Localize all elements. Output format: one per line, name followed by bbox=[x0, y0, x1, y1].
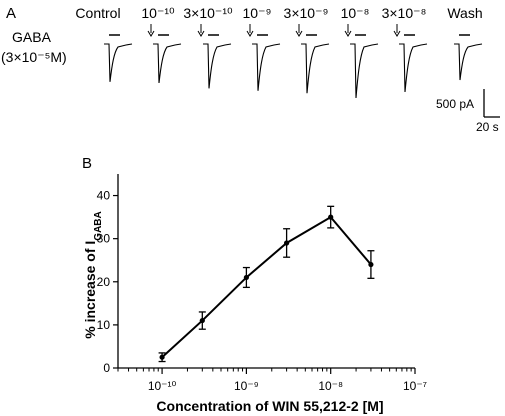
current-traces: Control 10⁻¹⁰ 3×10⁻¹⁰ 10⁻⁹ 3×10⁻⁹ 10⁻⁸ 3×10⁻⁸ W… bbox=[75, 5, 483, 99]
data-point bbox=[368, 261, 374, 268]
current-trace bbox=[104, 43, 133, 82]
y-tick-label: 40 bbox=[97, 189, 111, 203]
series-line bbox=[161, 215, 372, 358]
data-point bbox=[328, 214, 334, 220]
x-tick-label: 10⁻⁸ bbox=[318, 379, 343, 393]
y-tick-label: 10 bbox=[97, 318, 111, 332]
condition-label: Wash bbox=[447, 5, 482, 21]
y-axis-title-subscript: GABA bbox=[93, 211, 104, 240]
x-tick-label: 10⁻⁷ bbox=[403, 379, 427, 393]
panel-a: A GABA (3×10⁻⁵M) Control 10⁻¹⁰ 3×10⁻¹⁰ 10⁻⁹… bbox=[1, 5, 500, 134]
current-trace bbox=[399, 43, 428, 93]
y-tick-label: 20 bbox=[97, 275, 111, 289]
condition-label: 3×10⁻⁹ bbox=[284, 5, 329, 21]
current-trace bbox=[301, 43, 330, 94]
data-point bbox=[284, 240, 290, 246]
application-arrow-head bbox=[147, 30, 155, 37]
application-arrow-head bbox=[246, 30, 254, 37]
data-point bbox=[199, 317, 205, 324]
current-trace bbox=[454, 43, 483, 81]
scale-time-label: 20 s bbox=[476, 120, 499, 134]
x-tick-label: 10⁻¹⁰ bbox=[148, 379, 177, 393]
dose-response-chart: 0 10 20 30 40 10⁻¹⁰ 10⁻⁹ 10⁻⁸ 10⁻⁷ bbox=[97, 174, 427, 393]
application-arrow-head bbox=[197, 30, 205, 37]
gaba-concentration-label: (3×10⁻⁵M) bbox=[1, 49, 67, 65]
current-trace bbox=[203, 43, 232, 89]
condition-label: 3×10⁻¹⁰ bbox=[183, 5, 233, 21]
scale-current-label: 500 pA bbox=[436, 97, 474, 111]
application-arrow-head bbox=[295, 30, 303, 37]
current-trace bbox=[350, 43, 379, 99]
y-tick-label: 30 bbox=[97, 232, 111, 246]
panel-b-label: B bbox=[82, 155, 92, 172]
condition-label: 3×10⁻⁸ bbox=[382, 5, 427, 21]
y-axis-title-main: % increase of I bbox=[82, 241, 98, 339]
gaba-label: GABA bbox=[12, 29, 52, 45]
condition-label: Control bbox=[75, 5, 120, 21]
data-point bbox=[243, 274, 249, 281]
application-arrow-head bbox=[344, 30, 352, 37]
data-point bbox=[159, 354, 165, 360]
current-trace bbox=[252, 43, 281, 91]
panel-a-label: A bbox=[6, 5, 16, 22]
y-axis-title: % increase of IGABA bbox=[82, 211, 104, 339]
panel-b: B 0 10 20 30 40 10⁻¹⁰ 10⁻⁹ 10⁻⁸ 10⁻⁷ Concentrati… bbox=[82, 155, 427, 414]
x-axis-title: Concentration of WIN 55,212-2 [M] bbox=[156, 398, 383, 414]
condition-label: 10⁻¹⁰ bbox=[141, 5, 175, 21]
x-tick-label: 10⁻⁹ bbox=[234, 379, 259, 393]
y-tick-label: 0 bbox=[103, 361, 110, 375]
current-trace bbox=[153, 43, 182, 84]
application-arrow-head bbox=[393, 30, 401, 37]
scale-bar: 500 pA 20 s bbox=[436, 89, 500, 134]
condition-label: 10⁻⁸ bbox=[341, 5, 370, 21]
condition-label: 10⁻⁹ bbox=[243, 5, 272, 21]
